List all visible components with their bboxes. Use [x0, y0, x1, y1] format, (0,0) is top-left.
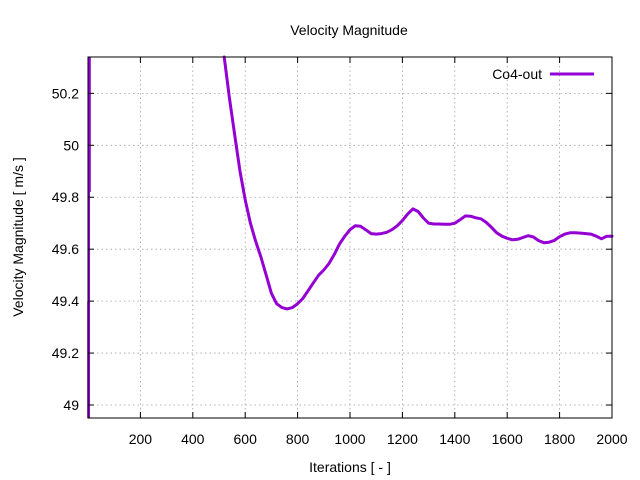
x-tick-label: 1200	[387, 431, 418, 447]
startup-transient	[87, 57, 91, 418]
x-tick-label: 800	[286, 431, 310, 447]
x-tick-label: 1600	[492, 431, 523, 447]
y-axis-label: Velocity Magnitude [ m/s ]	[10, 157, 26, 317]
y-tick-label: 49	[63, 397, 79, 413]
legend-label: Co4-out	[492, 66, 542, 82]
x-axis-label: Iterations [ - ]	[309, 459, 391, 475]
y-tick-label: 49.6	[52, 241, 79, 257]
x-tick-label: 400	[181, 431, 205, 447]
x-tick-label: 1800	[544, 431, 575, 447]
series-line-co4-out	[222, 55, 614, 311]
y-tick-label: 49.4	[52, 293, 79, 309]
y-tick-label: 49.2	[52, 345, 79, 361]
chart-title: Velocity Magnitude	[290, 22, 408, 38]
x-tick-label: 1400	[439, 431, 470, 447]
legend: Co4-out	[492, 66, 594, 82]
x-tick-label: 200	[129, 431, 153, 447]
x-axis-ticks: 200 400 600 800 1000 1200 1400 1600 1800 2000	[129, 57, 628, 447]
y-axis-ticks: 49 49.2 49.4 49.6 49.8 50 50.2	[52, 85, 612, 413]
y-tick-label: 49.8	[52, 189, 79, 205]
y-tick-label: 50	[63, 137, 79, 153]
x-tick-label: 1000	[334, 431, 365, 447]
y-tick-label: 50.2	[52, 85, 79, 101]
x-tick-label: 2000	[596, 431, 627, 447]
x-tick-label: 600	[234, 431, 258, 447]
